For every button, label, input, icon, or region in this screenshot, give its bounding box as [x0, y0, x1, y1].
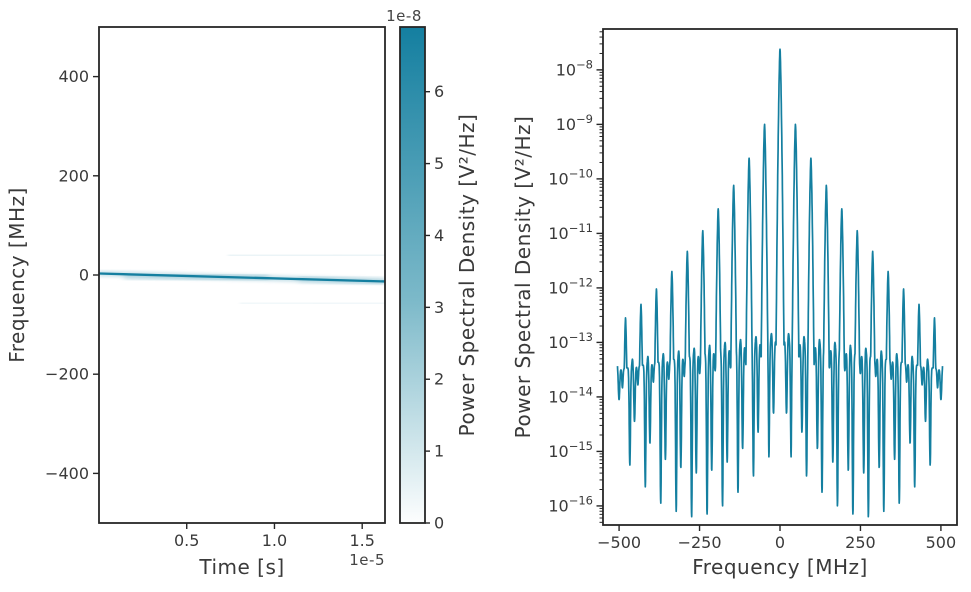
psd-xticks: −500 −250 0 250 500	[597, 525, 956, 552]
svg-text:−400: −400	[45, 464, 89, 483]
svg-text:−200: −200	[45, 365, 89, 384]
svg-text:10−16: 10−16	[548, 493, 593, 515]
spectrogram-xlabel: Time [s]	[199, 555, 285, 579]
svg-text:10−15: 10−15	[548, 439, 593, 461]
colorbar-label: Power Spectral Density [V²/Hz]	[455, 113, 479, 437]
svg-text:0.5: 0.5	[174, 531, 199, 550]
psd-spines	[602, 28, 958, 526]
psd-ylabel: Power Spectral Density [V²/Hz]	[511, 115, 535, 439]
svg-text:0: 0	[79, 266, 89, 285]
colorbar-ticks: 0 1 2 3 4 5 6	[425, 82, 444, 533]
svg-text:0: 0	[775, 533, 785, 552]
svg-text:10−14: 10−14	[548, 384, 593, 406]
svg-text:500: 500	[926, 533, 957, 552]
svg-text:3: 3	[434, 298, 444, 317]
psd-line	[616, 48, 944, 518]
svg-text:6: 6	[434, 82, 444, 101]
svg-text:10−12: 10−12	[548, 275, 593, 297]
psd-xlabel: Frequency [MHz]	[692, 555, 868, 579]
svg-text:10−8: 10−8	[556, 57, 593, 79]
svg-text:400: 400	[58, 67, 89, 86]
svg-text:4: 4	[434, 226, 444, 245]
svg-text:1.5: 1.5	[349, 531, 374, 550]
svg-text:2: 2	[434, 370, 444, 389]
svg-text:5: 5	[434, 154, 444, 173]
svg-text:1.0: 1.0	[262, 531, 287, 550]
sideband-upper	[227, 252, 385, 258]
svg-text:200: 200	[58, 166, 89, 185]
spectrogram-signal	[99, 252, 385, 306]
spectrogram-xticks: 0.5 1.0 1.5	[174, 523, 375, 550]
spectrogram-yticks: 400 200 0 −200 −400	[45, 67, 99, 483]
spectrogram-x-offset-text: 1e-5	[349, 551, 385, 569]
psd-y-major-ticks: 10−8 10−9 10−10 10−11 10−12 10−13 10−14 10−15 10…	[548, 57, 603, 515]
spectrogram-ylabel: Frequency [MHz]	[5, 187, 29, 363]
svg-text:250: 250	[845, 533, 876, 552]
svg-text:0: 0	[434, 514, 444, 533]
chirp-line	[99, 272, 385, 283]
svg-text:10−11: 10−11	[548, 221, 593, 243]
sideband-lower	[239, 300, 385, 306]
svg-text:10−9: 10−9	[556, 112, 593, 134]
svg-text:−500: −500	[597, 533, 641, 552]
colorbar-gradient	[399, 26, 426, 524]
svg-text:−250: −250	[678, 533, 722, 552]
svg-text:10−13: 10−13	[548, 330, 593, 352]
svg-text:10−10: 10−10	[548, 166, 593, 188]
colorbar-offset-text: 1e-8	[386, 7, 422, 25]
svg-text:1: 1	[434, 442, 444, 461]
